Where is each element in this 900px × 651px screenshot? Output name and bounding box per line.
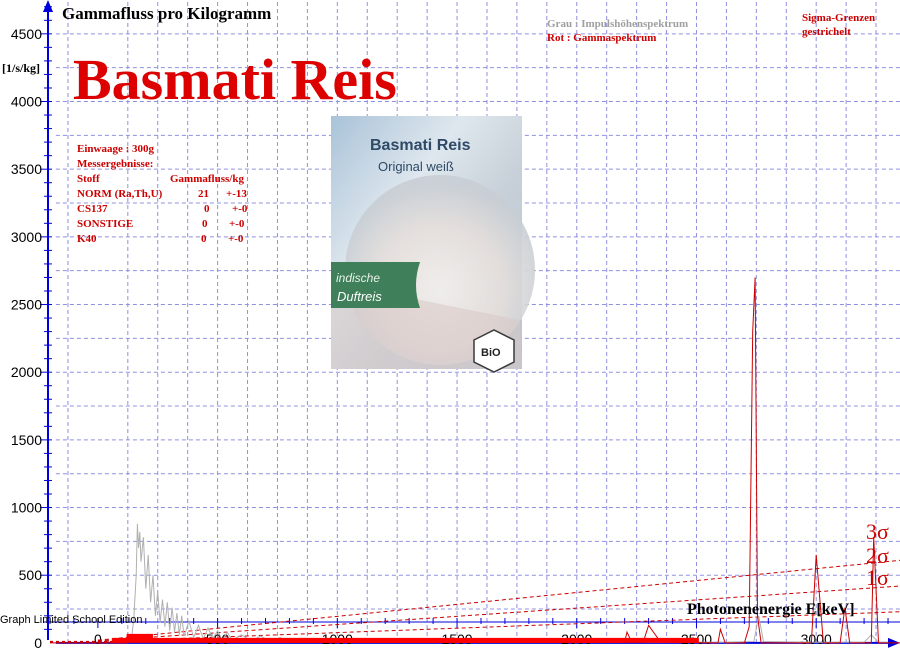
- info-box: Einwaage : 300g Messergebnisse: Stoff Ga…: [77, 143, 248, 245]
- legend-sigma-1: Sigma-Grenzen: [802, 12, 875, 24]
- footer: Graph Limited School Edition: [0, 614, 142, 626]
- legend-sigma-2: gestrichelt: [802, 26, 851, 38]
- legend-red: Rot : Gammaspektrum: [547, 32, 656, 44]
- product-photo: Basmati Reis Original weiß indische Duft…: [331, 116, 535, 373]
- grid: [55, 2, 900, 643]
- gamma-baseline-bump: [126, 633, 153, 639]
- sigma-label-1: 1σ: [866, 565, 889, 590]
- info-row-name: K40: [77, 233, 97, 245]
- legend-gray: Grau : Impulshöhenspektrum: [547, 18, 688, 30]
- info-row-value: 21: [198, 188, 209, 200]
- y-tick-label: 2000: [11, 364, 42, 380]
- sigma-label-3: 3σ: [866, 519, 889, 544]
- info-weight: Einwaage : 300g: [77, 143, 155, 155]
- x-tick-label: 3000: [801, 631, 832, 647]
- info-row-name: SONSTIGE: [77, 218, 133, 230]
- photo-tag-1: indische: [336, 271, 380, 285]
- photo-variant: Original weiß: [378, 159, 454, 174]
- headline: Basmati Reis: [73, 47, 397, 112]
- info-header-fluss: Gammafluss/kg: [170, 173, 244, 185]
- y-tick-label: 1500: [11, 432, 42, 448]
- x-tick-label: 0: [94, 631, 102, 647]
- info-row-name: CS137: [77, 203, 108, 215]
- y-axis-label: [1/s/kg]: [2, 61, 40, 75]
- info-row-err: +-0: [228, 233, 244, 245]
- chart-title: Gammafluss pro Kilogramm: [62, 4, 271, 23]
- y-tick-label: 4000: [11, 94, 42, 110]
- info-row-err: +-0: [229, 218, 245, 230]
- photo-brand: Basmati Reis: [370, 137, 471, 154]
- info-row-value: 0: [201, 233, 207, 245]
- green-tag: [331, 262, 420, 308]
- gamma-baseline-band: [112, 637, 699, 643]
- sigma-line: [97, 611, 900, 643]
- x-axis-label: Photonenenergie E[keV]: [687, 601, 855, 618]
- info-results: Messergebnisse:: [77, 158, 153, 170]
- sigma-label-2: 2σ: [866, 543, 889, 568]
- y-tick-label: 1000: [11, 500, 42, 516]
- y-axis-arrow-icon: [43, 0, 53, 12]
- sigma-line: [97, 559, 900, 641]
- sigma-line: [97, 585, 900, 642]
- sigma-labels: 3σ 2σ 1σ: [866, 519, 889, 590]
- y-tick-label: 2500: [11, 297, 42, 313]
- y-tick-label: 3500: [11, 161, 42, 177]
- info-header-stoff: Stoff: [77, 173, 100, 185]
- y-tick-label: 4500: [11, 26, 42, 42]
- y-tick-label: 500: [19, 567, 43, 583]
- sigma-lines: [50, 559, 900, 643]
- y-tick-label: 0: [34, 635, 42, 651]
- info-row-name: NORM (Ra,Th,U): [77, 188, 163, 200]
- info-row-value: 0: [204, 203, 210, 215]
- photo-tag-2: Duftreis: [337, 289, 382, 304]
- bio-seal-icon: [473, 329, 515, 373]
- y-tick-label: 3000: [11, 229, 42, 245]
- info-row-err: +-13: [226, 188, 247, 200]
- series-lines: [50, 277, 900, 644]
- info-row-value: 0: [202, 218, 208, 230]
- info-row-err: +-0: [232, 203, 248, 215]
- photo-seal: BiO: [481, 347, 501, 359]
